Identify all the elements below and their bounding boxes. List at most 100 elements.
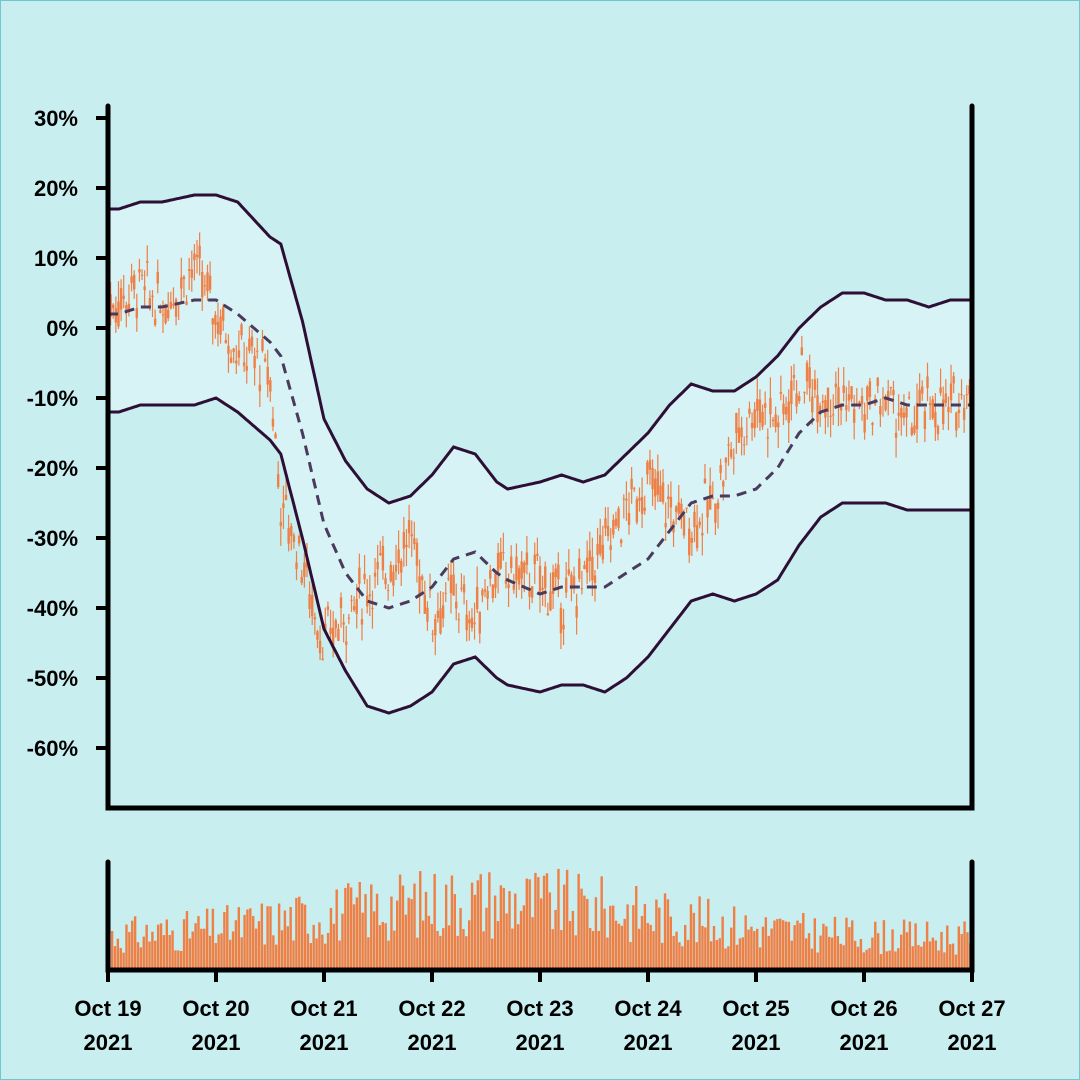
candle	[850, 386, 853, 403]
volume-bar	[902, 919, 906, 968]
volume-bar	[424, 891, 428, 968]
candle	[499, 537, 502, 570]
candle	[198, 232, 201, 276]
volume-bar	[254, 928, 258, 968]
candle	[394, 544, 398, 580]
volume-bar	[750, 926, 753, 968]
candle	[172, 287, 175, 309]
candle	[753, 401, 756, 438]
candle	[939, 368, 942, 396]
volume-bar	[652, 931, 655, 968]
candle	[337, 623, 340, 641]
candle	[952, 372, 955, 394]
candle	[112, 303, 115, 319]
volume-bar	[894, 951, 897, 968]
candle	[654, 468, 657, 510]
volume-bar	[450, 875, 454, 968]
volume-bar	[442, 928, 445, 968]
candle	[481, 588, 484, 603]
volume-bar	[407, 897, 410, 968]
volume-bar	[905, 932, 909, 968]
volume-bar	[718, 938, 721, 968]
volume-bar	[174, 950, 177, 968]
candle	[842, 366, 845, 402]
volume-bar	[197, 916, 200, 968]
candle	[719, 458, 722, 481]
volume-bar	[540, 898, 543, 968]
volume-bar	[594, 897, 598, 968]
volume-bar	[372, 911, 376, 968]
volume-bar	[741, 937, 744, 968]
volume-bar	[669, 916, 672, 968]
volume-bar	[338, 940, 341, 968]
volume-bar	[352, 904, 356, 968]
volume-bar	[462, 928, 465, 968]
candle	[418, 559, 421, 614]
volume-bar	[266, 906, 269, 968]
volume-bar	[125, 924, 128, 968]
volume-bar	[882, 920, 886, 968]
x-tick-label: Oct 22	[398, 996, 465, 1021]
candle	[258, 365, 262, 408]
x-tick-year: 2021	[408, 1030, 457, 1055]
candle	[879, 398, 882, 427]
volume-bar	[756, 928, 759, 968]
volume-bar	[205, 908, 209, 968]
volume-bar	[246, 909, 249, 968]
candle	[504, 562, 508, 589]
volume-bar	[660, 942, 664, 968]
volume-bar	[159, 923, 163, 968]
candle	[386, 584, 390, 601]
candle	[271, 406, 275, 432]
volume-bar	[681, 946, 684, 968]
candle	[439, 591, 442, 635]
candle	[892, 380, 895, 414]
candle	[308, 581, 311, 619]
volume-bar	[367, 937, 370, 968]
candle	[274, 431, 277, 439]
volume-bar	[753, 931, 756, 968]
candle	[138, 258, 141, 282]
candle	[287, 514, 290, 552]
volume-bar	[200, 928, 203, 968]
volume-bar	[799, 923, 802, 968]
volume-bar	[836, 936, 840, 968]
volume-bar	[499, 885, 503, 968]
volume-bar	[557, 868, 560, 968]
volume-bars	[108, 868, 972, 968]
candle	[635, 496, 639, 525]
volume-bar	[658, 907, 661, 968]
main-axis-box	[105, 103, 975, 811]
volume-bar	[228, 939, 232, 968]
candle	[627, 492, 631, 535]
candle	[787, 389, 790, 444]
volume-bar	[813, 918, 816, 968]
candle	[318, 625, 322, 661]
volume-bar	[286, 926, 289, 968]
candle	[279, 508, 282, 546]
volume-bar	[712, 925, 716, 968]
volume-bar	[764, 917, 768, 968]
volume-bar	[675, 931, 678, 968]
volume-bar	[283, 910, 287, 968]
candle	[303, 553, 306, 588]
y-axis-ticks: 30% 20% 10% 0% -10% -20% -30% -40% -50% -60%	[27, 106, 108, 761]
volume-bar	[876, 933, 880, 968]
candle	[894, 418, 898, 458]
volume-bar	[828, 936, 831, 968]
candle	[153, 309, 157, 327]
candle	[491, 584, 495, 603]
candle	[824, 395, 827, 435]
volume-bar	[502, 887, 505, 968]
candle	[585, 540, 589, 585]
candle	[599, 518, 602, 557]
candle	[384, 572, 387, 590]
candle	[889, 386, 893, 396]
candle	[326, 601, 330, 617]
volume-bar	[156, 924, 160, 968]
candle	[295, 551, 298, 581]
candle	[609, 528, 612, 563]
candle	[792, 363, 796, 391]
candle	[596, 527, 599, 569]
volume-bar	[879, 954, 883, 968]
